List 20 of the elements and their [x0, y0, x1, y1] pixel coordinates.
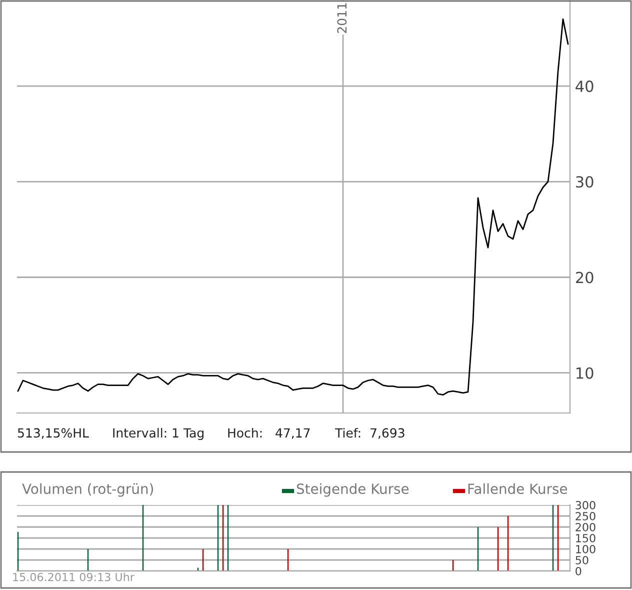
y-tick-label: 0	[576, 566, 582, 576]
text: 15.06.2011 09:13 Uhr	[13, 572, 134, 582]
y-tick-label: 10	[576, 367, 594, 379]
y-tick-label: 40	[576, 80, 594, 92]
text: Intervall: 1 Tag	[113, 428, 204, 440]
chart-title: Volumen (rot-grün)	[22, 483, 154, 497]
y-tick-label: 150	[576, 534, 596, 542]
text: Hoch: 47,17	[228, 428, 310, 439]
y-tick-label: 100	[576, 544, 596, 554]
legend-label: Fallende Kurse	[468, 483, 568, 494]
x-tick-label: 2011	[337, 3, 347, 33]
y-tick-label: 30	[576, 176, 594, 188]
y-tick-label: 200	[576, 522, 596, 532]
text: Tief: 7,693	[334, 428, 404, 439]
y-tick-label: 50	[576, 556, 588, 564]
legend-label: Steigende Kurse	[296, 483, 409, 497]
y-tick-label: 250	[576, 512, 596, 520]
text: 513,15%HL	[18, 428, 89, 439]
y-tick-label: 300	[576, 500, 596, 510]
y-tick-label: 20	[576, 272, 594, 284]
